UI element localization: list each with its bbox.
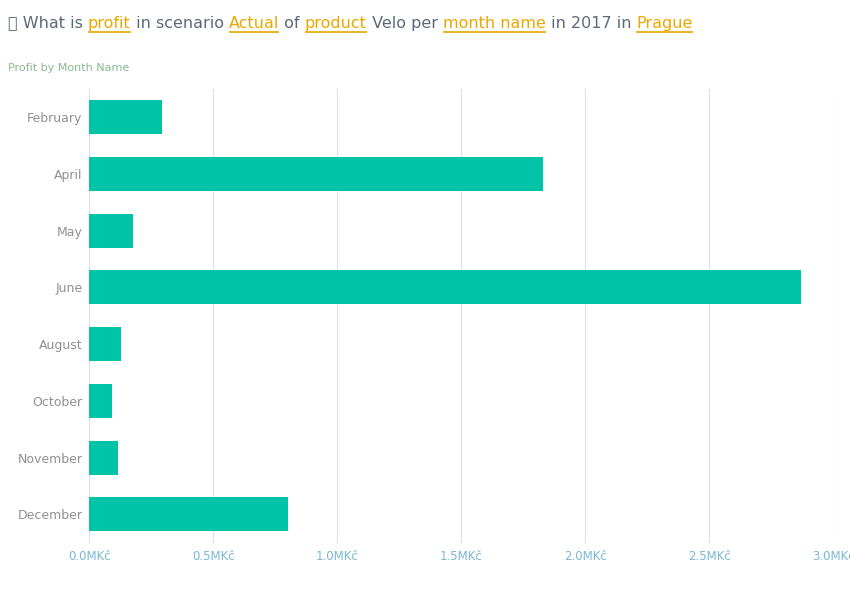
Text: Prague: Prague — [637, 15, 693, 31]
Bar — [89, 100, 162, 135]
Bar — [89, 327, 122, 361]
Text: Profit by Month Name: Profit by Month Name — [8, 63, 130, 73]
Text: Velo per: Velo per — [366, 15, 443, 31]
Text: Actual: Actual — [229, 15, 280, 31]
Text: month name: month name — [443, 15, 546, 31]
Text: in 2017 in: in 2017 in — [546, 15, 637, 31]
Text: of: of — [280, 15, 305, 31]
Bar — [89, 498, 287, 531]
Text: ⍉ What is: ⍉ What is — [8, 15, 88, 31]
Bar — [89, 441, 118, 474]
Bar — [89, 157, 543, 191]
Text: product: product — [305, 15, 366, 31]
Text: in scenario: in scenario — [131, 15, 229, 31]
Bar — [89, 270, 801, 304]
Bar — [89, 213, 133, 248]
Text: profit: profit — [88, 15, 131, 31]
Bar — [89, 384, 111, 418]
